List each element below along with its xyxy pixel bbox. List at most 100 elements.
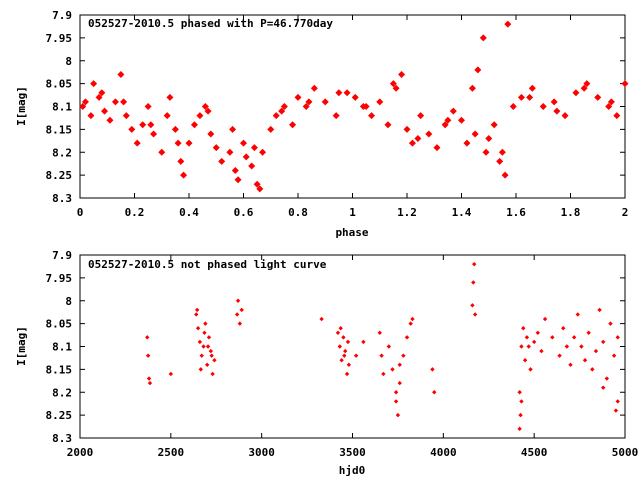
phased-x-tick-label: 0.4 [179,206,199,219]
phased-data-point [240,139,247,147]
phased-x-axis-label: phase [335,226,368,239]
phased-data-point [150,130,158,138]
unphased-x-tick-label: 3000 [248,446,275,459]
phased-data-point [147,121,155,129]
phased-panel: 7.9 7.95 8 8.05 8.1 8.15 8.2 8.25 8.3 0 0.2 0.4 0.6… [15,9,629,239]
unphased-data-point [204,362,210,367]
unphased-data-point [608,321,613,326]
unphased-data-point [557,353,562,358]
phased-y-tick-label: 7.9 [52,9,72,22]
phased-data-point [101,107,109,115]
phased-data-point [229,125,237,133]
phased-data-point [485,135,493,143]
phased-data-point [384,121,392,129]
unphased-data-point [615,399,620,404]
unphased-data-point [526,344,531,349]
unphased-x-tick-label: 4500 [521,446,548,459]
phased-data-point [479,34,487,42]
phased-data-point [351,93,359,101]
unphased-data-point [339,358,344,363]
unphased-data-point [145,335,150,340]
phased-data-point [111,98,119,106]
unphased-data-point [239,307,244,313]
phased-data-point [621,80,629,88]
unphased-y-tick-label: 7.9 [52,249,72,262]
phased-data-point [501,171,509,179]
phased-data-point [605,103,613,110]
unphased-points [145,261,620,432]
phased-data-point [376,98,384,106]
phased-data-point [128,125,136,133]
unphased-data-point [147,380,153,386]
phased-data-point [310,84,318,92]
phased-data-point [425,130,433,138]
phased-data-point [561,112,569,120]
phased-data-point [218,157,226,165]
phased-data-point [294,93,302,101]
unphased-data-point [397,362,402,367]
phased-data-point [120,98,128,106]
unphased-data-point [235,298,241,303]
unphased-y-tick-label: 8.1 [52,341,72,354]
unphased-data-point [194,307,200,313]
phased-y-axis-label: I[mag] [15,86,28,126]
phased-data-point [98,89,106,97]
unphased-data-point [404,335,410,340]
phased-data-point [280,103,288,110]
phased-data-point [526,93,534,101]
phased-data-point [212,144,220,152]
phased-data-point [253,180,261,188]
unphased-panel: 7.9 7.95 8 8.05 8.1 8.15 8.2 8.25 8.3 2000 2500 30… [15,249,638,477]
phased-y-ticks: 7.9 7.95 8 8.05 8.1 8.15 8.2 8.25 8.3 [46,9,625,205]
unphased-data-point [145,353,151,358]
phased-data-point [234,176,242,184]
phased-data-point [517,93,525,101]
unphased-data-point [237,321,243,326]
phased-y-tick-label: 8.1 [52,101,72,114]
unphased-data-point [615,335,620,340]
phased-data-point [174,139,182,147]
unphased-y-tick-label: 8.2 [52,386,72,399]
phased-data-point [122,112,130,120]
unphased-data-point [531,339,537,345]
phased-data-point [332,112,340,120]
unphased-data-point [575,312,580,317]
unphased-data-point [199,353,204,358]
phased-data-point [449,107,457,115]
phased-data-point [231,167,239,175]
phased-data-point [580,84,588,92]
unphased-y-tick-label: 7.95 [46,272,73,285]
unphased-data-point [590,367,595,372]
unphased-x-axis-label: hjd0 [339,464,366,477]
unphased-data-point [472,312,478,317]
phased-data-point [144,103,152,110]
phased-x-tick-label: 0.8 [288,206,308,219]
phased-data-point [490,121,498,129]
phased-data-point [343,89,351,97]
phased-x-tick-label: 1 [349,206,356,219]
unphased-data-point [197,339,203,345]
phased-data-point [509,103,517,110]
unphased-data-point [341,335,346,340]
phased-x-tick-label: 0.2 [125,206,145,219]
unphased-data-point [379,353,384,358]
phased-chart-title: 052527-2010.5 phased with P=46.770day [88,17,333,30]
unphased-data-point [586,330,591,335]
unphased-data-point [361,339,366,345]
phased-y-tick-label: 8.15 [46,123,73,136]
unphased-data-point [604,376,610,381]
unphased-data-point [519,344,524,349]
unphased-x-tick-label: 2500 [158,446,185,459]
phased-y-tick-label: 8 [65,55,72,68]
phased-data-point [417,112,425,120]
phased-data-point [90,80,98,88]
phased-data-point [398,70,406,78]
phased-data-point [81,98,89,106]
unphased-data-point [522,358,528,363]
unphased-data-point [401,353,406,358]
unphased-data-point [203,321,208,326]
phased-data-point [204,107,212,115]
phased-data-point [433,144,441,152]
phased-data-point [572,89,580,97]
